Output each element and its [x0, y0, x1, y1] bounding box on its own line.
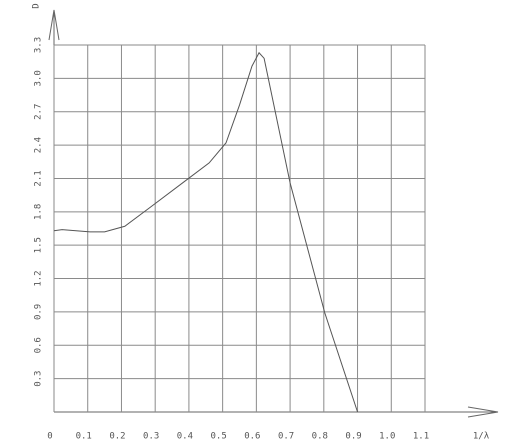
- x-tick-label: 0: [47, 432, 52, 442]
- x-tick-label: 0.6: [244, 432, 260, 442]
- y-tick-label: 2.7: [34, 104, 44, 120]
- x-tick-label: 1.1: [413, 432, 429, 442]
- x-tick-label: 1.0: [379, 432, 395, 442]
- y-tick-label: 3.0: [34, 70, 44, 86]
- x-tick-label: 0.9: [345, 432, 361, 442]
- y-tick-label: 1.2: [34, 270, 44, 286]
- y-axis-label: D: [32, 3, 42, 8]
- y-tick-label: 2.1: [34, 170, 44, 186]
- y-tick-label: 0.9: [34, 304, 44, 320]
- x-axis-arrow: [467, 406, 499, 418]
- x-axis-label: 1/λ: [473, 432, 490, 442]
- y-tick-label: 0.3: [34, 371, 44, 387]
- y-tick-label: 0.6: [34, 337, 44, 353]
- y-tick-label: 1.8: [34, 204, 44, 220]
- x-tick-label: 0.4: [177, 432, 193, 442]
- y-tick-label: 1.5: [34, 237, 44, 253]
- data-line: [53, 51, 359, 413]
- x-tick-label: 0.2: [109, 432, 125, 442]
- x-tick-label: 0.7: [278, 432, 294, 442]
- x-tick-label: 0.1: [76, 432, 92, 442]
- y-axis-arrow: [48, 9, 60, 41]
- x-tick-label: 0.8: [312, 432, 328, 442]
- x-tick-label: 0.3: [143, 432, 159, 442]
- x-tick-label: 0.5: [211, 432, 227, 442]
- y-tick-label: 2.4: [34, 137, 44, 153]
- y-tick-label: 3.3: [34, 37, 44, 53]
